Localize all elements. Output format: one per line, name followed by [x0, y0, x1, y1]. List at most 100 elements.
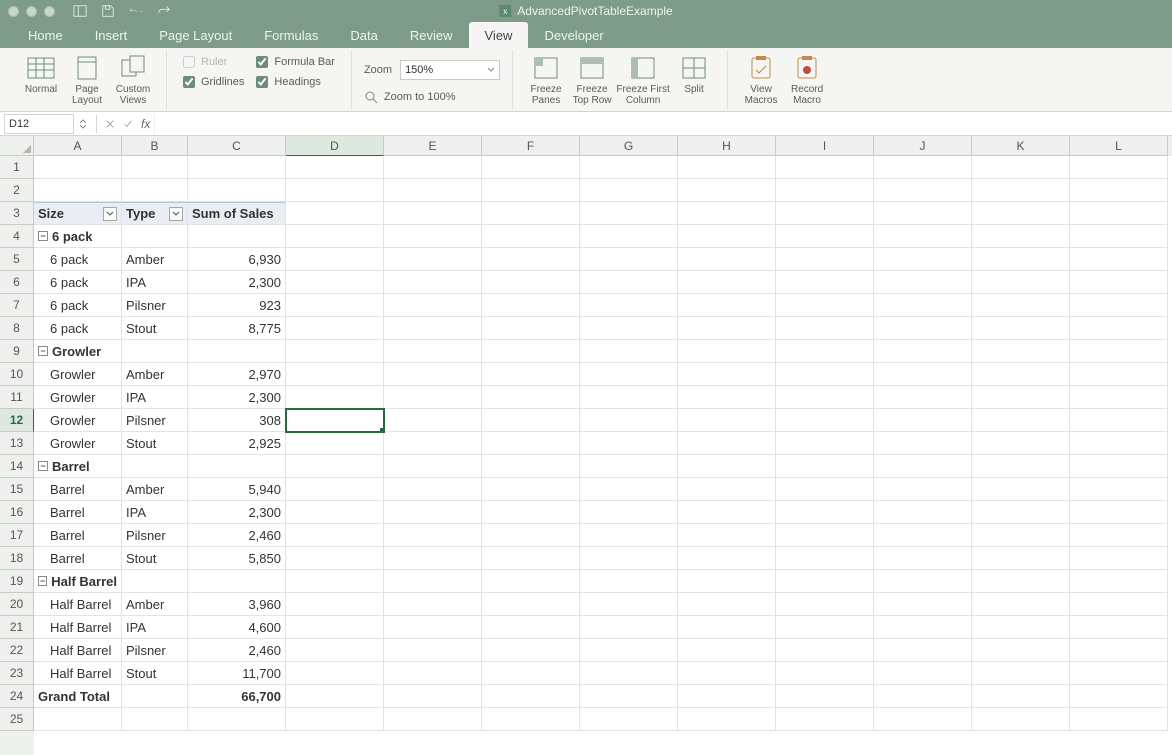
- cell-I24[interactable]: [776, 685, 874, 708]
- row-header-24[interactable]: 24: [0, 685, 34, 708]
- cell-A9[interactable]: −Growler: [34, 340, 122, 363]
- cell-K3[interactable]: [972, 202, 1070, 225]
- cell-H9[interactable]: [678, 340, 776, 363]
- cell-B15[interactable]: Amber: [122, 478, 188, 501]
- cell-A19[interactable]: −Half Barrel: [34, 570, 122, 593]
- close-icon[interactable]: [8, 6, 19, 17]
- cell-K19[interactable]: [972, 570, 1070, 593]
- cell-G13[interactable]: [580, 432, 678, 455]
- cell-C20[interactable]: 3,960: [188, 593, 286, 616]
- cell-I2[interactable]: [776, 179, 874, 202]
- cell-H20[interactable]: [678, 593, 776, 616]
- undo-icon[interactable]: [129, 4, 143, 18]
- cell-I8[interactable]: [776, 317, 874, 340]
- cell-H7[interactable]: [678, 294, 776, 317]
- cell-D12[interactable]: [286, 409, 384, 432]
- cell-G25[interactable]: [580, 708, 678, 731]
- cell-E18[interactable]: [384, 547, 482, 570]
- cell-K17[interactable]: [972, 524, 1070, 547]
- cell-K24[interactable]: [972, 685, 1070, 708]
- cell-H15[interactable]: [678, 478, 776, 501]
- column-header-K[interactable]: K: [972, 136, 1070, 156]
- cell-J1[interactable]: [874, 156, 972, 179]
- cell-J9[interactable]: [874, 340, 972, 363]
- cell-G4[interactable]: [580, 225, 678, 248]
- cell-F2[interactable]: [482, 179, 580, 202]
- column-header-J[interactable]: J: [874, 136, 972, 156]
- collapse-icon[interactable]: −: [38, 461, 48, 471]
- cell-I18[interactable]: [776, 547, 874, 570]
- cell-L7[interactable]: [1070, 294, 1168, 317]
- cell-B25[interactable]: [122, 708, 188, 731]
- cell-D4[interactable]: [286, 225, 384, 248]
- column-header-H[interactable]: H: [678, 136, 776, 156]
- cell-A12[interactable]: Growler: [34, 409, 122, 432]
- row-header-16[interactable]: 16: [0, 501, 34, 524]
- headings-checkbox[interactable]: Headings: [256, 76, 335, 88]
- cell-G3[interactable]: [580, 202, 678, 225]
- cell-C11[interactable]: 2,300: [188, 386, 286, 409]
- column-header-I[interactable]: I: [776, 136, 874, 156]
- cell-E22[interactable]: [384, 639, 482, 662]
- cell-L5[interactable]: [1070, 248, 1168, 271]
- cell-B4[interactable]: [122, 225, 188, 248]
- cell-I9[interactable]: [776, 340, 874, 363]
- cell-L2[interactable]: [1070, 179, 1168, 202]
- normal-view-button[interactable]: Normal: [18, 52, 64, 96]
- cell-D6[interactable]: [286, 271, 384, 294]
- cell-L10[interactable]: [1070, 363, 1168, 386]
- cell-A23[interactable]: Half Barrel: [34, 662, 122, 685]
- row-header-17[interactable]: 17: [0, 524, 34, 547]
- cell-C4[interactable]: [188, 225, 286, 248]
- cell-F17[interactable]: [482, 524, 580, 547]
- cell-I20[interactable]: [776, 593, 874, 616]
- cell-J18[interactable]: [874, 547, 972, 570]
- cell-G17[interactable]: [580, 524, 678, 547]
- row-header-4[interactable]: 4: [0, 225, 34, 248]
- cell-J4[interactable]: [874, 225, 972, 248]
- cell-G8[interactable]: [580, 317, 678, 340]
- cell-K13[interactable]: [972, 432, 1070, 455]
- cell-A7[interactable]: 6 pack: [34, 294, 122, 317]
- cell-F25[interactable]: [482, 708, 580, 731]
- cell-C14[interactable]: [188, 455, 286, 478]
- cell-D10[interactable]: [286, 363, 384, 386]
- cell-B2[interactable]: [122, 179, 188, 202]
- cell-E3[interactable]: [384, 202, 482, 225]
- cell-J20[interactable]: [874, 593, 972, 616]
- cell-E2[interactable]: [384, 179, 482, 202]
- cell-C9[interactable]: [188, 340, 286, 363]
- row-header-15[interactable]: 15: [0, 478, 34, 501]
- cell-B18[interactable]: Stout: [122, 547, 188, 570]
- cell-K1[interactable]: [972, 156, 1070, 179]
- sidebar-icon[interactable]: [73, 4, 87, 18]
- cell-L16[interactable]: [1070, 501, 1168, 524]
- cell-L8[interactable]: [1070, 317, 1168, 340]
- cell-D18[interactable]: [286, 547, 384, 570]
- cell-H13[interactable]: [678, 432, 776, 455]
- cell-D15[interactable]: [286, 478, 384, 501]
- row-header-23[interactable]: 23: [0, 662, 34, 685]
- freeze-panes-button[interactable]: FreezePanes: [523, 52, 569, 107]
- cell-D8[interactable]: [286, 317, 384, 340]
- cell-G7[interactable]: [580, 294, 678, 317]
- cell-C12[interactable]: 308: [188, 409, 286, 432]
- cell-E7[interactable]: [384, 294, 482, 317]
- column-header-E[interactable]: E: [384, 136, 482, 156]
- row-header-5[interactable]: 5: [0, 248, 34, 271]
- cell-A6[interactable]: 6 pack: [34, 271, 122, 294]
- cell-H18[interactable]: [678, 547, 776, 570]
- cell-J24[interactable]: [874, 685, 972, 708]
- row-header-3[interactable]: 3: [0, 202, 34, 225]
- cell-F9[interactable]: [482, 340, 580, 363]
- cell-B12[interactable]: Pilsner: [122, 409, 188, 432]
- cell-L9[interactable]: [1070, 340, 1168, 363]
- cell-B7[interactable]: Pilsner: [122, 294, 188, 317]
- cell-H10[interactable]: [678, 363, 776, 386]
- cell-B23[interactable]: Stout: [122, 662, 188, 685]
- select-all-corner[interactable]: [0, 136, 34, 156]
- cell-H25[interactable]: [678, 708, 776, 731]
- cell-A20[interactable]: Half Barrel: [34, 593, 122, 616]
- save-icon[interactable]: [101, 4, 115, 18]
- cell-D23[interactable]: [286, 662, 384, 685]
